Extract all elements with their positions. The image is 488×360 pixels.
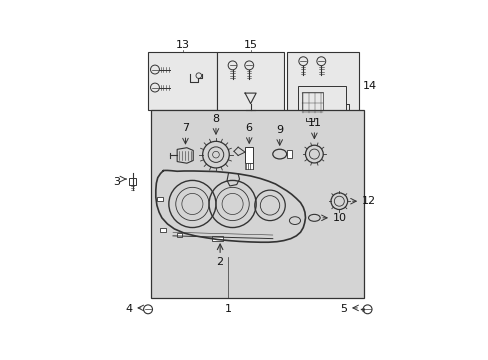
Text: 13: 13 [175,40,189,50]
Text: 1: 1 [224,304,231,314]
Text: 14: 14 [362,81,376,91]
Bar [212,237,223,241]
Bar [129,179,136,185]
Bar [217,51,284,118]
Bar [157,197,163,201]
Text: 7: 7 [182,123,189,133]
Text: 9: 9 [276,125,283,135]
Text: 6: 6 [245,123,252,133]
Bar [150,110,364,298]
Text: 4: 4 [125,304,132,314]
Bar [177,233,182,237]
Bar [297,86,346,118]
Text: 11: 11 [307,118,321,128]
Bar [244,147,253,163]
Bar [286,150,292,158]
Bar [148,51,217,110]
Bar [286,51,358,126]
Text: 3: 3 [113,177,120,187]
Text: 2: 2 [216,257,223,267]
Text: 10: 10 [332,213,346,223]
Bar [301,92,322,114]
Bar [245,163,253,169]
Text: 15: 15 [243,40,257,50]
Text: 5: 5 [340,304,347,314]
Bar [160,228,165,232]
Text: 8: 8 [212,114,219,123]
Text: 12: 12 [361,196,375,206]
